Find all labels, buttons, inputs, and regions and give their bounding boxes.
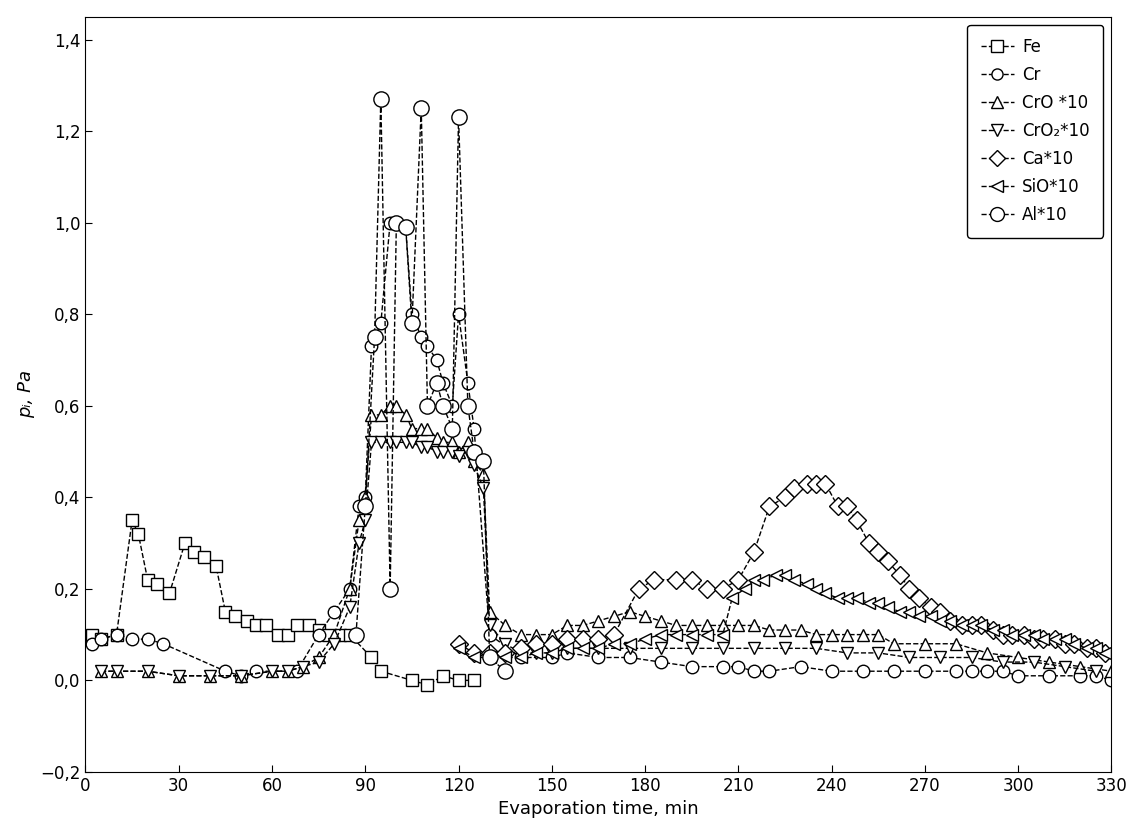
Y-axis label: pᵢ, Pa: pᵢ, Pa <box>17 370 34 418</box>
Legend: Fe, Cr, CrO *10, CrO₂*10, Ca*10, SiO*10, Al*10: Fe, Cr, CrO *10, CrO₂*10, Ca*10, SiO*10,… <box>967 25 1103 238</box>
X-axis label: Evaporation time, min: Evaporation time, min <box>498 800 699 818</box>
